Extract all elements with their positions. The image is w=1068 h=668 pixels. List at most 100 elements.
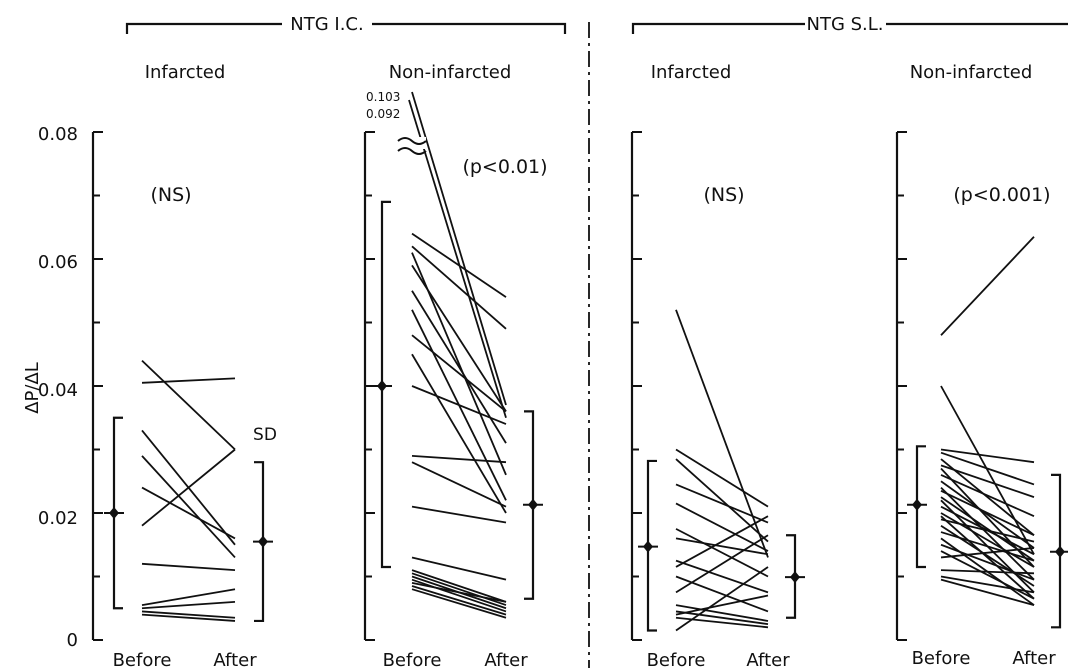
panel-3-pair-line [675,604,769,622]
panel-3-pair-line [675,448,769,508]
panel-2-pair-line [408,99,507,419]
group-bracket-ic [125,22,567,34]
panel-4-pair-line [940,578,1035,606]
panel-2-pair-line [411,588,507,619]
panel-1-pair-line [141,486,236,540]
panel-2-pair-line [411,385,507,425]
panel-4-pair-line [940,480,1035,549]
panel-3-pair-line [675,502,769,552]
panel-4-pair-line [940,486,1035,581]
panel-2-pair-line [411,290,507,444]
panel-4-pair-line [940,512,1035,568]
panel-4-pair-line [940,524,1035,587]
panel-1-x-label-before: Before [113,650,172,668]
sd-label: SD [253,425,277,445]
panel-1-after-mean-point [258,535,268,548]
panel-1-x-label-after: After [213,650,257,668]
panel-1-pair-line [141,610,236,619]
panel-3-pair-line [675,483,769,524]
break-value-label-1: 0.103 [366,90,400,104]
panel-1-pair-line [141,601,236,610]
y-tick-label-0.06: 0.06 [38,252,78,273]
panel-1-pair-line [141,588,236,606]
panel-1-pair-line [141,377,236,384]
group-bracket-sl [631,22,1068,34]
axis-break-mark [397,147,427,155]
panel-3-after-mean-point [790,571,800,584]
panel-1-pair-line [141,613,236,622]
panel-3-pair-line [675,610,769,626]
panel-1-pair-line [141,455,236,559]
y-tick-label-0.04: 0.04 [38,380,78,401]
panel-1-significance: (NS) [150,184,191,206]
panel-3-pair-line [675,594,769,616]
panel-2-significance: (p<0.01) [462,156,547,178]
panel-3-pair-line [675,566,769,632]
panel-3-pair-line [675,458,769,543]
panel-4-pair-line [940,569,1035,575]
panel-4-pair-line [940,489,1035,537]
panel-1-pair-line [141,359,236,451]
panel-3-subtitle: Infarcted [651,62,732,83]
panel-2-pair-line [411,264,507,412]
panel-4-pair-line [940,547,1035,559]
panel-4-subtitle: Non-infarcted [910,62,1033,83]
panel-2-after-mean-point [528,498,538,511]
panel-4-after-mean-point [1055,545,1065,558]
panel-4-pair-line [940,518,1035,543]
panel-2-pair-line [411,572,507,606]
panel-4-pair-line [940,448,1035,464]
panel-2-pair-line [411,578,507,613]
panel-3-before-mean-point [643,540,653,553]
panel-4-x-label-before: Before [912,648,971,668]
panel-2-pair-line [411,505,507,524]
panel-4-pair-line [940,385,1035,555]
panel-4-pair-line [940,550,1035,600]
break-value-label-2: 0.092 [366,107,400,121]
panel-2-pair-line [411,581,507,603]
panel-2-pair-line [411,334,507,413]
panel-2-x-label-before: Before [383,650,442,668]
panel-3-x-label-before: Before [647,650,706,668]
panel-4-before-mean-point [912,498,922,511]
panel-2-pair-line [411,454,507,464]
panel-2-pair-line [411,569,507,603]
panel-3-pair-line [675,537,769,556]
panel-3-significance: (NS) [703,184,744,206]
panel-4-pair-line [940,575,1035,594]
panel-2-pair-line [411,353,507,514]
axis-break-gap [398,137,426,149]
panel-1-subtitle: Infarcted [145,62,226,83]
panel-1-before-mean-point [109,507,119,519]
panel-4-pair-line [940,458,1035,536]
panel-3-pair-line [675,515,769,568]
panel-2-x-label-after: After [484,650,528,668]
panel-2-pair-line [411,556,507,581]
panel-2-pair-line [411,461,507,508]
y-tick-label-0: 0 [67,630,78,651]
panel-4-pair-line [940,464,1035,498]
panel-3-x-label-after: After [746,650,790,668]
panel-4-pair-line [940,543,1035,581]
y-tick-label-0.02: 0.02 [38,508,78,529]
panel-1-pair-line [141,448,236,527]
panel-3-pair-line [675,575,769,613]
axis-break-mark [397,137,427,145]
panel-2-before-mean-point [377,380,387,392]
panel-4-pair-line [940,474,1035,517]
panel-4-pair-line [940,531,1035,562]
panel-4-pair-line [940,236,1035,336]
panel-2-subtitle: Non-infarcted [389,62,512,83]
panel-2-pair-line [411,585,507,616]
group-label-ic: NTG I.C. [290,14,363,35]
panel-3-pair-line [675,559,769,594]
group-label-sl: NTG S.L. [806,14,883,35]
panel-2-pair-line [411,232,507,298]
panel-3-pair-line [675,528,769,578]
panel-4-x-label-after: After [1012,648,1056,668]
panel-4-pair-line [940,451,1035,486]
panel-1-pair-line [141,562,236,572]
panel-4-pair-line [940,515,1035,600]
panel-3-pair-line [675,309,769,558]
